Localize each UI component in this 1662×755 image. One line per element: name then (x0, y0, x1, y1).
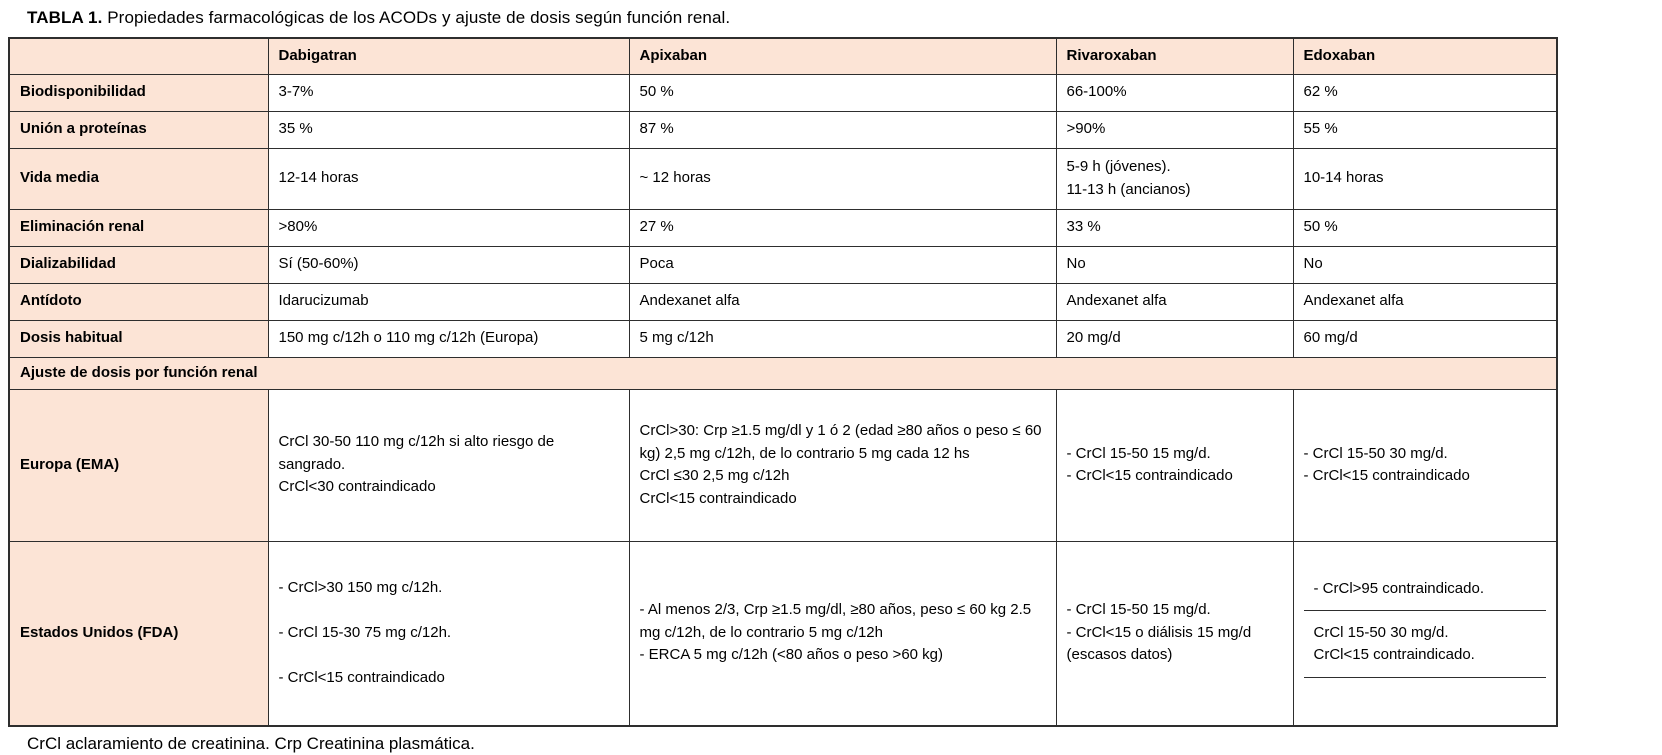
cell-edoxaban: 60 mg/d (1292, 319, 1558, 358)
cell-apixaban: Andexanet alfa (628, 282, 1057, 321)
cell-apixaban: 87 % (628, 110, 1057, 149)
column-header-apixaban: Apixaban (628, 37, 1057, 75)
row-label: Unión a proteínas (8, 110, 269, 149)
edoxaban-subcell-2: CrCl 15-50 30 mg/d. CrCl<15 contraindica… (1303, 611, 1546, 678)
column-header-empty (8, 37, 269, 75)
cell-edoxaban: 55 % (1292, 110, 1558, 149)
table-row-union-proteinas: Unión a proteínas 35 % 87 % >90% 55 % (8, 110, 1558, 149)
cell-rivaroxaban: Andexanet alfa (1055, 282, 1294, 321)
table-row-europa-ema: Europa (EMA) CrCl 30-50 110 mg c/12h si … (8, 388, 1558, 542)
acod-properties-table: Dabigatran Apixaban Rivaroxaban Edoxaban… (8, 37, 1558, 727)
cell-edoxaban: No (1292, 245, 1558, 284)
row-label: Dializabilidad (8, 245, 269, 284)
section-row-label: Ajuste de dosis por función renal (8, 356, 1558, 390)
cell-dabigatran: >80% (267, 208, 630, 247)
table-title-label: TABLA 1. (27, 8, 103, 27)
cell-dabigatran: 35 % (267, 110, 630, 149)
cell-dabigatran: 3-7% (267, 73, 630, 112)
cell-edoxaban: Andexanet alfa (1292, 282, 1558, 321)
column-header-dabigatran: Dabigatran (267, 37, 630, 75)
section-row-ajuste-dosis: Ajuste de dosis por función renal (8, 356, 1558, 390)
cell-dabigatran: Idarucizumab (267, 282, 630, 321)
cell-apixaban: 5 mg c/12h (628, 319, 1057, 358)
cell-apixaban: CrCl>30: Crp ≥1.5 mg/dl y 1 ó 2 (edad ≥8… (628, 388, 1057, 542)
row-label: Eliminación renal (8, 208, 269, 247)
cell-edoxaban: - CrCl 15-50 30 mg/d. - CrCl<15 contrain… (1292, 388, 1558, 542)
cell-rivaroxaban: 5-9 h (jóvenes). 11-13 h (ancianos) (1055, 147, 1294, 210)
row-label: Europa (EMA) (8, 388, 269, 542)
table-title-text: Propiedades farmacológicas de los ACODs … (102, 8, 731, 27)
row-label: Dosis habitual (8, 319, 269, 358)
cell-edoxaban-subdivided: - CrCl>95 contraindicado. CrCl 15-50 30 … (1292, 540, 1558, 726)
cell-rivaroxaban: >90% (1055, 110, 1294, 149)
cell-dabigatran: Sí (50-60%) (267, 245, 630, 284)
header-row: Dabigatran Apixaban Rivaroxaban Edoxaban (8, 37, 1558, 75)
cell-dabigatran: - CrCl>30 150 mg c/12h. - CrCl 15-30 75 … (267, 540, 630, 726)
cell-rivaroxaban: 66-100% (1055, 73, 1294, 112)
cell-dabigatran: 12-14 horas (267, 147, 630, 210)
table-title: TABLA 1. Propiedades farmacológicas de l… (27, 8, 1654, 28)
table-row-dosis-habitual: Dosis habitual 150 mg c/12h o 110 mg c/1… (8, 319, 1558, 358)
column-header-edoxaban: Edoxaban (1292, 37, 1558, 75)
cell-rivaroxaban: 33 % (1055, 208, 1294, 247)
row-label: Biodisponibilidad (8, 73, 269, 112)
cell-rivaroxaban: 20 mg/d (1055, 319, 1294, 358)
cell-edoxaban: 10-14 horas (1292, 147, 1558, 210)
row-label: Antídoto (8, 282, 269, 321)
table-row-vida-media: Vida media 12-14 horas ~ 12 horas 5-9 h … (8, 147, 1558, 210)
cell-apixaban: 27 % (628, 208, 1057, 247)
cell-rivaroxaban: - CrCl 15-50 15 mg/d. - CrCl<15 o diális… (1055, 540, 1294, 726)
cell-edoxaban: 50 % (1292, 208, 1558, 247)
table-row-antidoto: Antídoto Idarucizumab Andexanet alfa And… (8, 282, 1558, 321)
cell-edoxaban: 62 % (1292, 73, 1558, 112)
cell-dabigatran: 150 mg c/12h o 110 mg c/12h (Europa) (267, 319, 630, 358)
cell-apixaban: 50 % (628, 73, 1057, 112)
edoxaban-subcell-3 (1304, 678, 1547, 698)
table-row-dializabilidad: Dializabilidad Sí (50-60%) Poca No No (8, 245, 1558, 284)
cell-rivaroxaban: - CrCl 15-50 15 mg/d. - CrCl<15 contrain… (1055, 388, 1294, 542)
table-row-eliminacion-renal: Eliminación renal >80% 27 % 33 % 50 % (8, 208, 1558, 247)
table-row-biodisponibilidad: Biodisponibilidad 3-7% 50 % 66-100% 62 % (8, 73, 1558, 112)
table-row-estados-unidos-fda: Estados Unidos (FDA) - CrCl>30 150 mg c/… (8, 540, 1558, 726)
cell-rivaroxaban: No (1055, 245, 1294, 284)
edoxaban-subcell-stack: - CrCl>95 contraindicado. CrCl 15-50 30 … (1303, 568, 1547, 698)
column-header-rivaroxaban: Rivaroxaban (1055, 37, 1294, 75)
edoxaban-subcell-1: - CrCl>95 contraindicado. (1303, 568, 1546, 611)
cell-dabigatran: CrCl 30-50 110 mg c/12h si alto riesgo d… (267, 388, 630, 542)
cell-apixaban: Poca (628, 245, 1057, 284)
cell-apixaban: ~ 12 horas (628, 147, 1057, 210)
cell-apixaban: - Al menos 2/3, Crp ≥1.5 mg/dl, ≥80 años… (628, 540, 1057, 726)
row-label: Vida media (8, 147, 269, 210)
row-label: Estados Unidos (FDA) (8, 540, 269, 726)
table-footnote: CrCl aclaramiento de creatinina. Crp Cre… (27, 733, 475, 753)
